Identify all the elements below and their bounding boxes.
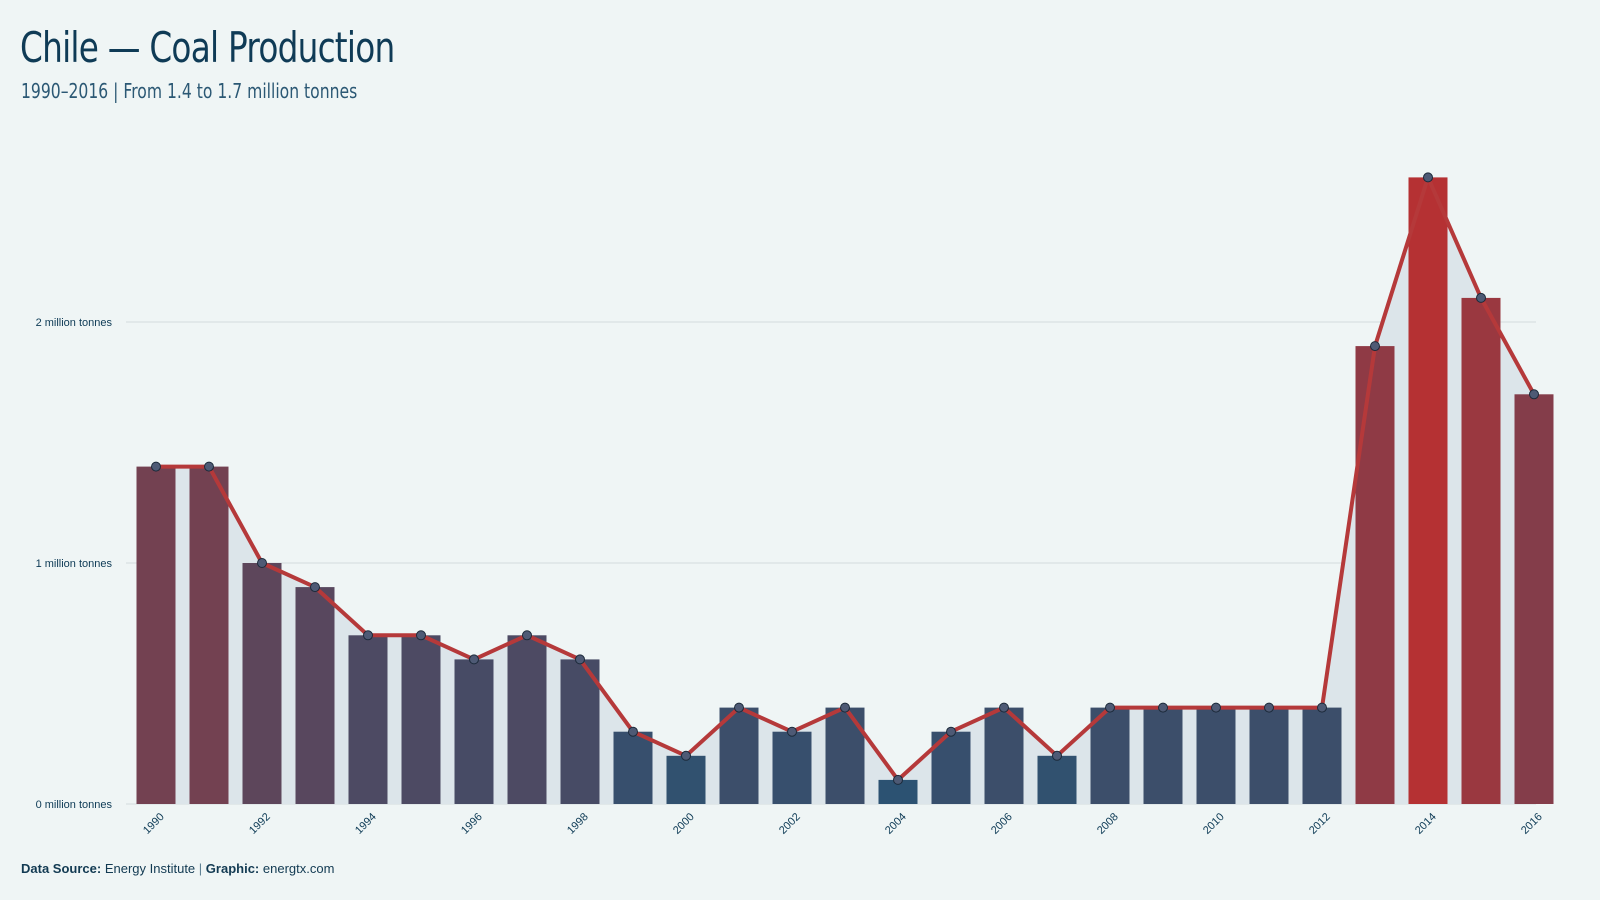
- point-marker-2006: [999, 702, 1009, 713]
- bar-2011: [1249, 707, 1289, 804]
- bar-2000: [666, 755, 706, 804]
- bar-1994: [348, 635, 388, 804]
- bar-2012: [1302, 707, 1342, 804]
- point-marker-2001: [734, 702, 744, 713]
- chart-title: Chile — Coal Production: [20, 23, 395, 72]
- bar-2013: [1355, 346, 1395, 804]
- x-tick-label: 2000: [671, 811, 697, 837]
- graphic-label: Graphic:: [205, 861, 260, 876]
- bar-2006: [984, 707, 1024, 804]
- bar-1995: [401, 635, 441, 804]
- point-marker-2003: [840, 702, 850, 713]
- bar-2003: [825, 707, 865, 804]
- bar-1996: [454, 659, 494, 804]
- x-tick-label: 2006: [989, 811, 1015, 837]
- bar-2009: [1143, 707, 1183, 804]
- point-marker-1998: [575, 654, 585, 665]
- x-tick-label: 2010: [1201, 811, 1227, 837]
- bar-1992: [242, 563, 282, 804]
- bar-2001: [719, 707, 759, 804]
- bar-2010: [1196, 707, 1236, 804]
- footer-credits: Data Source: Energy Institute | Graphic:…: [21, 860, 334, 878]
- point-marker-1994: [363, 630, 373, 641]
- x-tick-label: 1994: [353, 811, 379, 837]
- bar-1997: [507, 635, 547, 804]
- point-marker-2012: [1317, 702, 1327, 713]
- bar-2007: [1037, 755, 1077, 804]
- point-marker-2004: [893, 774, 903, 785]
- point-marker-2009: [1158, 702, 1168, 713]
- bar-2014: [1408, 177, 1448, 804]
- bar-1993: [295, 587, 335, 804]
- point-marker-2016: [1529, 389, 1539, 400]
- point-marker-2013: [1370, 341, 1380, 352]
- bar-2015: [1461, 297, 1501, 804]
- point-marker-1997: [522, 630, 532, 641]
- bar-2016: [1514, 394, 1554, 804]
- source-value: Energy Institute: [104, 861, 196, 876]
- point-marker-1991: [204, 461, 214, 472]
- x-tick-label: 1998: [565, 811, 591, 837]
- x-tick-label: 2016: [1519, 811, 1545, 837]
- bar-1990: [136, 466, 176, 804]
- footer-separator: |: [198, 861, 203, 876]
- y-tick-label: 1 million tonnes: [36, 558, 113, 570]
- bar-1999: [613, 731, 653, 804]
- point-marker-2007: [1052, 750, 1062, 761]
- point-marker-1995: [416, 630, 426, 641]
- point-marker-1996: [469, 654, 479, 665]
- x-tick-label: 2002: [777, 811, 803, 837]
- x-tick-label: 1990: [141, 811, 167, 837]
- x-tick-label: 2012: [1307, 811, 1333, 837]
- point-marker-2015: [1476, 292, 1486, 303]
- point-marker-1992: [257, 558, 267, 568]
- bar-2002: [772, 731, 812, 804]
- point-marker-2002: [787, 726, 797, 737]
- x-tick-label: 2014: [1413, 811, 1439, 837]
- graphic-value: energtx.com: [262, 861, 335, 876]
- bar-1998: [560, 659, 600, 804]
- x-tick-label: 2004: [883, 811, 909, 837]
- chart-subtitle: 1990–2016 | From 1.4 to 1.7 million tonn…: [21, 79, 358, 103]
- bar-1991: [189, 466, 229, 804]
- source-label: Data Source:: [21, 861, 102, 876]
- point-marker-1999: [628, 726, 638, 737]
- point-marker-2000: [681, 750, 691, 761]
- point-marker-2005: [946, 726, 956, 737]
- point-marker-2008: [1105, 702, 1115, 713]
- point-marker-1990: [151, 461, 161, 472]
- y-tick-label: 2 million tonnes: [36, 317, 113, 329]
- point-marker-1993: [310, 582, 320, 593]
- area-fill: [156, 177, 1534, 804]
- x-tick-label: 1992: [247, 811, 273, 837]
- bar-2008: [1090, 707, 1130, 804]
- x-tick-label: 1996: [459, 811, 485, 837]
- point-marker-2010: [1211, 702, 1221, 713]
- point-marker-2011: [1264, 702, 1274, 713]
- x-tick-label: 2008: [1095, 811, 1121, 837]
- point-marker-2014: [1423, 172, 1433, 183]
- y-tick-label: 0 million tonnes: [36, 799, 113, 811]
